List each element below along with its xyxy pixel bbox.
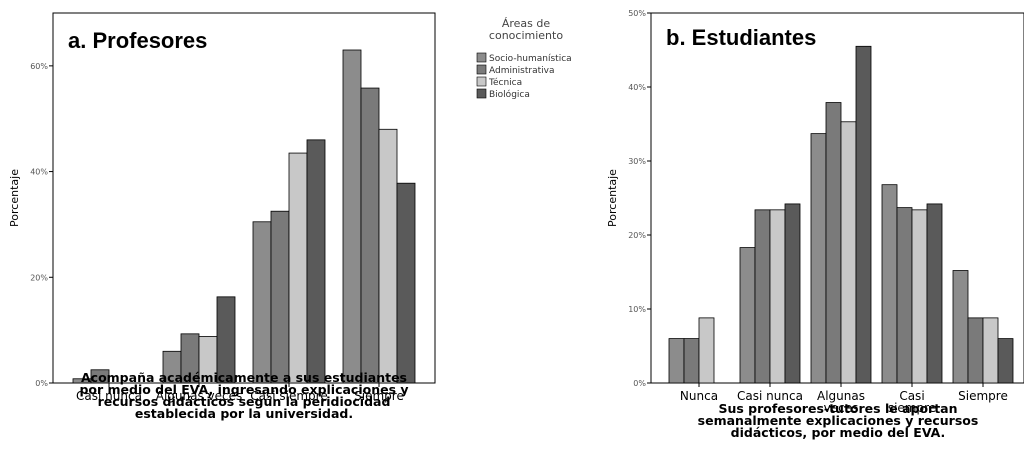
x-tick-label: Siempre [354,389,404,403]
bar [967,317,984,384]
bar [698,317,715,384]
bar [982,317,999,384]
y-tick-label: 60% [30,62,48,71]
panel-title: a. Profesores [68,28,207,53]
x-tick-label: Algunas [817,389,865,403]
x-tick-label: Casi nunca [76,389,142,403]
y-tick-label: 0% [35,379,48,388]
bar [911,209,928,384]
y-tick-label: 50% [628,9,646,18]
bar [306,139,326,384]
bar [90,369,110,384]
bar [378,128,398,384]
x-tick-label: Casi [899,389,924,403]
bar [270,210,290,384]
panel-title: b. Estudiantes [666,25,816,50]
y-tick-label: 30% [628,157,646,166]
x-axis-label: semanalmente explicaciones y recursos [698,413,979,428]
x-axis-label: Acompaña académicamente a sus estudiante… [81,370,407,385]
chart-panel-estudiantes: 0% 10% 20% 30% 40% 50% Nunca Casi nunca Algunasv… [606,9,1024,440]
x-axis-label: establecida por la universidad. [135,406,353,421]
bar [810,133,827,384]
bar [288,152,308,384]
y-tick-label: 20% [628,231,646,240]
x-axis-label: Sus profesores-tutores le aportan [718,401,957,416]
chart-panel-profesores: 0% 20% 40% 60% Casi nunca Algunas veces Casi s… [8,12,436,421]
legend-label: Técnica [488,77,522,88]
y-tick-label: 40% [628,83,646,92]
x-tick-label: Algunas veces [156,389,243,403]
bar [216,296,236,384]
legend-label: Administrativa [489,66,555,76]
bar [855,45,872,384]
y-axis-label: Porcentaje [606,169,619,227]
bar [926,203,943,384]
plot-frame [52,12,436,384]
bar [896,207,913,384]
legend-title: Áreas de [502,17,551,30]
y-tick-label: 40% [30,168,48,177]
x-tick-label: veces [824,401,859,415]
bar [739,247,756,384]
y-tick-label: 0% [633,379,646,388]
legend-swatch [476,52,487,63]
bar [360,87,380,384]
bar [784,203,801,384]
bar [683,338,700,384]
legend-label: Socio-humanística [489,54,572,64]
bar [840,121,857,384]
x-tick-label: Nunca [680,389,718,403]
legend-swatch [476,64,487,75]
y-axis-label: Porcentaje [8,169,21,227]
bar [252,221,272,384]
x-tick-label: Casi nunca [737,389,803,403]
bar [997,338,1014,384]
bar [952,270,969,384]
legend-swatch [476,76,487,87]
legend-label: Biológica [489,89,530,100]
legend-title: conocimiento [489,29,563,42]
bar [342,49,362,384]
bar [396,182,416,384]
x-tick-label: Siempre [958,389,1008,403]
x-tick-label: siempre [888,401,936,415]
x-axis-label: por medio del EVA, ingresando explicacio… [79,382,408,397]
x-tick-label: Casi siempre [250,389,327,403]
legend-swatch [476,88,487,99]
y-tick-label: 10% [628,305,646,314]
bar [825,102,842,384]
x-axis-label: didácticos, por medio del EVA. [731,425,946,440]
bar [754,209,771,384]
bar [668,338,685,384]
bar [881,184,898,384]
bar [769,209,786,384]
x-axis-label: recursos didácticos según la peridiocida… [98,394,391,409]
y-tick-label: 20% [30,273,48,282]
